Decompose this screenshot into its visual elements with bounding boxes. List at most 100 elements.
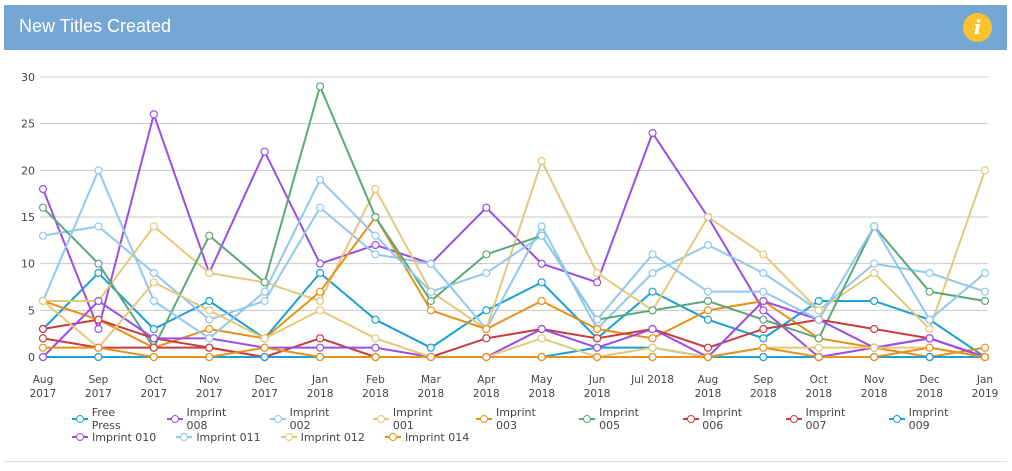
data-point (371, 250, 380, 259)
data-point (814, 296, 823, 306)
legend-marker-icon (888, 414, 905, 424)
data-point (648, 287, 657, 296)
data-point (870, 268, 879, 278)
legend-label: Imprint 012 (300, 430, 365, 444)
data-point (38, 324, 48, 334)
data-point (315, 82, 325, 91)
x-tick-label: Nov (199, 374, 220, 386)
series-line (43, 346, 986, 358)
data-point (593, 268, 602, 278)
legend-item[interactable]: Imprint 001 (373, 406, 456, 432)
x-tick-label: Jun (588, 374, 605, 386)
x-tick-label: 2017 (251, 388, 278, 400)
legend-label: Imprint 009 (908, 406, 949, 432)
legend-marker-icon (269, 414, 286, 424)
data-point (315, 306, 325, 315)
line-chart: 0 5 10 15 20 25 30 Aug 2017 Sep 2017 Oct 2017 Nov 2017… (21, 71, 998, 400)
data-point (648, 324, 657, 334)
data-point (149, 343, 158, 352)
series-line (42, 167, 986, 340)
legend-item[interactable]: Imprint 011 (176, 431, 261, 444)
legend-label: Imprint 007 (805, 406, 846, 432)
data-point (537, 259, 546, 268)
y-tick-label: 20 (21, 164, 35, 177)
x-tick-label: 2018 (861, 388, 888, 400)
legend-marker-icon (785, 414, 802, 424)
divider (4, 461, 1007, 462)
x-tick-label: Nov (864, 374, 885, 386)
data-point (537, 222, 546, 231)
data-point (648, 128, 657, 138)
data-point (759, 343, 768, 352)
legend-item[interactable]: Imprint 008 (166, 406, 250, 432)
x-tick-label: Jul 2018 (630, 374, 674, 386)
x-tick-label: 2018 (528, 388, 555, 400)
data-point (814, 306, 823, 315)
legend-label: Imprint 008 (186, 406, 227, 432)
data-point (482, 324, 491, 334)
data-point (759, 334, 768, 343)
legend-item[interactable]: Imprint 002 (269, 406, 353, 432)
data-point (593, 343, 602, 352)
legend-item[interactable]: Imprint 009 (888, 406, 972, 432)
data-point (870, 296, 879, 306)
data-point (980, 343, 990, 352)
data-point (149, 110, 158, 119)
x-tick-label: Dec (254, 374, 275, 386)
x-tick-label: Apr (477, 374, 496, 386)
data-point (482, 268, 491, 278)
data-point (205, 315, 214, 324)
data-point (482, 306, 491, 315)
data-point (925, 334, 934, 343)
data-point (260, 343, 269, 352)
data-point (315, 259, 325, 268)
data-point (482, 334, 491, 343)
data-point (870, 352, 879, 362)
legend-marker-icon (72, 414, 88, 424)
data-point (593, 334, 602, 343)
x-tick-label: Dec (919, 374, 940, 386)
legend-item[interactable]: Imprint 010 (72, 431, 156, 444)
data-point (648, 343, 657, 352)
data-point (759, 324, 768, 334)
data-point (205, 334, 214, 343)
x-tick-label: 2017 (196, 388, 223, 400)
data-point (870, 343, 879, 352)
legend-item[interactable]: Imprint 014 (384, 431, 469, 444)
legend-item[interactable]: Imprint 003 (476, 406, 559, 432)
info-icon[interactable]: i (963, 13, 992, 42)
legend-item[interactable]: Imprint 012 (280, 430, 365, 444)
legend-label: Free Press (91, 406, 121, 432)
legend-item[interactable]: Imprint 005 (579, 406, 662, 432)
data-point (537, 352, 546, 362)
series-line (42, 110, 986, 359)
x-tick-label: Mar (421, 374, 441, 386)
legend-item[interactable]: Imprint 007 (785, 406, 869, 432)
data-point (315, 287, 325, 296)
data-point (260, 147, 269, 156)
data-point (814, 334, 823, 343)
data-point (482, 352, 491, 362)
data-point (759, 306, 768, 315)
data-point (925, 268, 934, 278)
data-point (371, 334, 380, 343)
data-point (315, 334, 325, 343)
data-point (648, 352, 657, 362)
data-point (94, 324, 103, 334)
data-point (980, 296, 990, 306)
y-tick-label: 30 (21, 71, 35, 84)
x-tick-label: Feb (366, 374, 385, 386)
data-point (315, 296, 325, 306)
data-point (94, 352, 103, 362)
data-point (315, 175, 325, 184)
data-point (537, 156, 546, 166)
data-point (980, 352, 990, 362)
data-point (205, 343, 214, 352)
x-tick-label: Oct (810, 374, 828, 386)
data-point (426, 287, 435, 296)
data-point (260, 278, 269, 287)
legend-item[interactable]: Free Press (72, 406, 147, 432)
data-point (38, 343, 48, 352)
legend-item[interactable]: Imprint 006 (682, 406, 766, 432)
data-point (648, 250, 657, 259)
